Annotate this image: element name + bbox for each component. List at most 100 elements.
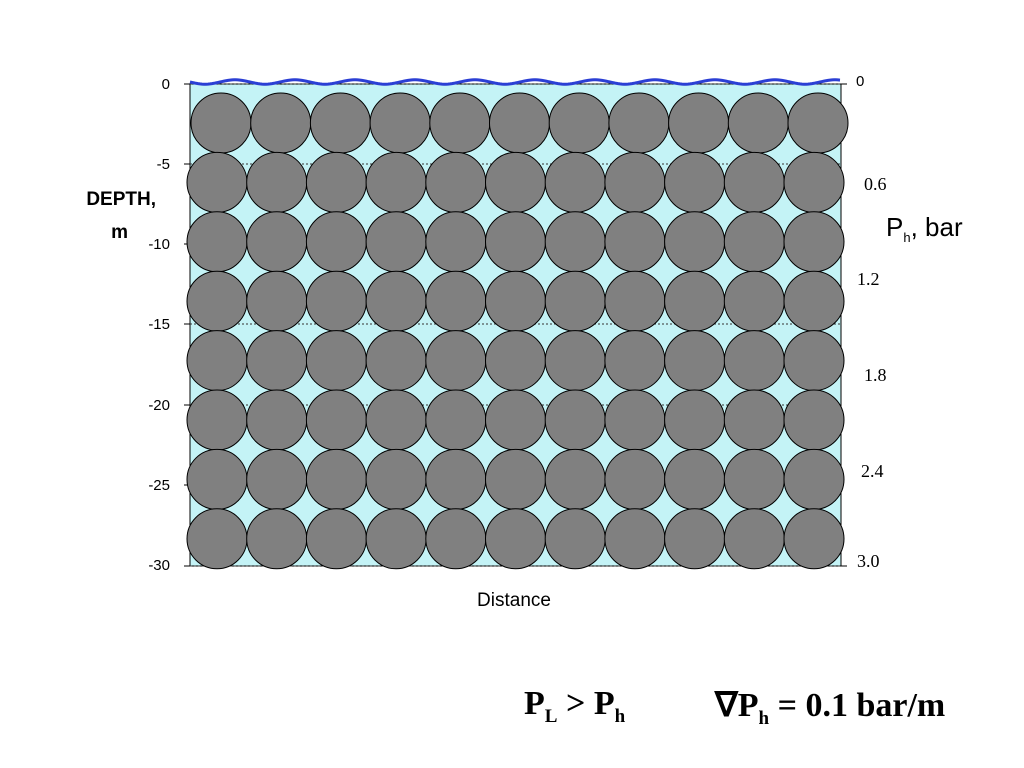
- pressure-tick-3.0: 3.0: [857, 551, 880, 571]
- pressure-tick-1.8: 1.8: [864, 365, 887, 385]
- grain-circle: [783, 389, 845, 451]
- grain-circle: [365, 508, 427, 570]
- grain-circle: [250, 92, 312, 154]
- grain-circle: [425, 508, 487, 570]
- grain-circle: [608, 92, 670, 154]
- grain-circle: [723, 508, 785, 570]
- grain-circle: [783, 211, 845, 273]
- grain-circle: [727, 92, 789, 154]
- grain-circle: [723, 389, 785, 451]
- grain-circle: [365, 389, 427, 451]
- grain-circle: [604, 211, 666, 273]
- depth-axis-label-line1: DEPTH,: [86, 189, 156, 210]
- grain-circle: [604, 151, 666, 213]
- depth-axis-label-line2: m: [111, 222, 128, 243]
- grain-circle: [783, 448, 845, 510]
- grain-circle: [365, 151, 427, 213]
- grain-circle: [425, 211, 487, 273]
- distance-axis-label: Distance: [477, 590, 551, 611]
- grain-circle: [544, 270, 606, 332]
- grain-circle: [668, 92, 730, 154]
- grain-circles: [186, 92, 849, 570]
- grain-circle: [365, 448, 427, 510]
- grain-circle: [664, 448, 726, 510]
- grain-circle: [544, 211, 606, 273]
- grain-circle: [485, 211, 546, 273]
- grain-circle: [485, 448, 546, 510]
- grain-circle: [664, 330, 726, 392]
- grain-circle: [305, 330, 367, 392]
- grain-circle: [425, 151, 487, 213]
- grain-circle: [604, 448, 666, 510]
- grain-circle: [604, 330, 666, 392]
- grain-circle: [246, 151, 308, 213]
- grain-circle: [425, 389, 487, 451]
- grain-circle: [544, 330, 606, 392]
- grain-circle: [485, 270, 546, 332]
- formula-sub-l: L: [544, 705, 558, 727]
- grain-circle: [186, 270, 248, 332]
- formula-gt-p: > P: [557, 685, 615, 722]
- pressure-tick-0: 0: [856, 73, 865, 90]
- grain-circle: [425, 448, 487, 510]
- grain-circle: [485, 508, 546, 570]
- grain-circle: [365, 211, 427, 273]
- pressure-tick-0.6: 0.6: [864, 174, 887, 194]
- grain-circle: [305, 508, 367, 570]
- grain-circle: [723, 270, 785, 332]
- grain-circle: [305, 270, 367, 332]
- depth-tick-minus20: -20: [148, 397, 170, 414]
- grain-circle: [787, 92, 849, 154]
- depth-tick-minus25: -25: [148, 477, 170, 494]
- pressure-inequality: PL > Ph: [524, 685, 625, 728]
- grain-circle: [548, 92, 610, 154]
- grain-circle: [664, 270, 726, 332]
- grain-circle: [723, 330, 785, 392]
- grain-circle: [723, 448, 785, 510]
- grain-circle: [489, 92, 550, 154]
- pressure-gradient-formula: ∇Ph = 0.1 bar/m: [715, 685, 945, 730]
- formula-p: P: [524, 685, 545, 722]
- pressure-axis-label-unit: , bar: [910, 212, 963, 242]
- grain-circle: [664, 508, 726, 570]
- grain-circle: [604, 270, 666, 332]
- pressure-axis-label-p: P: [886, 212, 904, 242]
- grain-circle: [544, 151, 606, 213]
- grain-circle: [365, 330, 427, 392]
- grain-circle: [544, 448, 606, 510]
- gradient-sub-h: h: [758, 707, 770, 729]
- grain-circle: [186, 448, 248, 510]
- grain-circle: [783, 330, 845, 392]
- depth-tick-minus10: -10: [148, 236, 170, 253]
- grain-circle: [246, 270, 308, 332]
- gradient-value: = 0.1 bar/m: [769, 687, 946, 724]
- grain-circle: [305, 151, 367, 213]
- grain-circle: [305, 448, 367, 510]
- grain-circle: [246, 330, 308, 392]
- grain-circle: [246, 389, 308, 451]
- grain-circle: [425, 270, 487, 332]
- grain-circle: [365, 270, 427, 332]
- grain-circle: [186, 508, 248, 570]
- grain-circle: [246, 508, 308, 570]
- grain-circle: [544, 389, 606, 451]
- grain-circle: [186, 389, 248, 451]
- depth-tick-minus5: -5: [156, 156, 170, 173]
- water-surface-wave: [189, 78, 841, 86]
- grain-circle: [485, 389, 546, 451]
- grain-circle: [305, 389, 367, 451]
- grain-circle: [246, 448, 308, 510]
- formula-sub-h: h: [614, 705, 626, 727]
- grain-circle: [369, 92, 431, 154]
- grain-circle: [604, 508, 666, 570]
- gradient-nabla-p: ∇P: [715, 687, 759, 724]
- grain-circle: [186, 211, 248, 273]
- grain-circle: [604, 389, 666, 451]
- grain-circle: [309, 92, 371, 154]
- grain-circle: [783, 270, 845, 332]
- grain-circle: [485, 151, 546, 213]
- grain-circle: [186, 330, 248, 392]
- pressure-axis-label-sub: h: [903, 230, 911, 246]
- pressure-axis-label: Ph, bar: [886, 212, 963, 245]
